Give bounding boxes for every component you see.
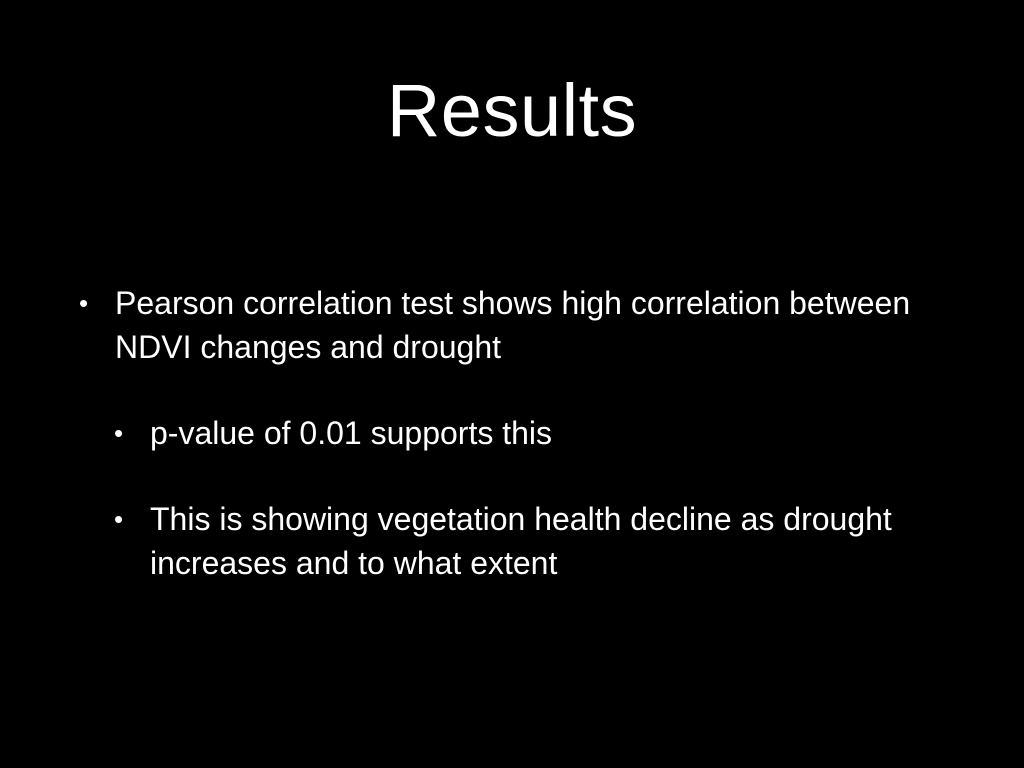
bullet-item-correlation: • Pearson correlation test shows high co… — [79, 281, 935, 369]
slide-title: Results — [386, 69, 638, 152]
bullet-dot-icon: • — [114, 418, 124, 448]
bullet-dot-icon: • — [114, 504, 124, 534]
bullet-text: p-value of 0.01 supports this — [150, 415, 553, 451]
bullet-item-vegetation: • This is showing vegetation health decl… — [114, 497, 940, 585]
bullet-list: • Pearson correlation test shows high co… — [0, 281, 1024, 585]
bullet-text: This is showing vegetation health declin… — [150, 501, 892, 581]
bullet-dot-icon: • — [79, 288, 89, 318]
bullet-text: Pearson correlation test shows high corr… — [115, 285, 911, 365]
bullet-item-p-value: • p-value of 0.01 supports this — [114, 411, 940, 455]
